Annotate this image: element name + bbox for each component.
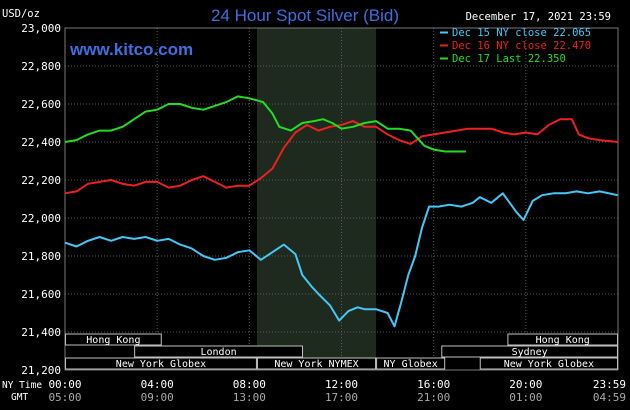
y-tick-label: 22,400	[21, 136, 61, 149]
gmt-row-label: GMT	[11, 392, 28, 403]
watermark: www.kitco.com	[69, 40, 193, 59]
x-tick-label-ny: 12:00	[325, 378, 358, 391]
grid-lines	[64, 27, 619, 371]
series-line-2	[64, 95, 466, 153]
x-tick-label-gmt: 04:59	[593, 391, 626, 404]
session-new-york-nymex: New York NYMEX	[256, 357, 377, 370]
legend-entry: Dec 16 NY close 22.470	[452, 40, 591, 52]
y-tick-label: 21,400	[21, 326, 61, 339]
legend-entry: Dec 17 Last 22.350	[452, 53, 566, 65]
x-tick-label-gmt: 09:00	[141, 391, 174, 404]
session-hong-kong: Hong Kong	[507, 333, 618, 346]
price-series	[64, 95, 619, 328]
y-tick-label: 23,000	[21, 22, 61, 35]
x-tick-label-ny: 16:00	[417, 378, 450, 391]
y-tick-label: 21,600	[21, 288, 61, 301]
session-label: Hong Kong	[536, 335, 590, 346]
y-tick-label: 22,600	[21, 98, 61, 111]
x-tick-label-gmt: 13:00	[233, 391, 266, 404]
session-label: London	[201, 347, 237, 358]
y-tick-label: 21,200	[21, 364, 61, 377]
session-london: London	[134, 345, 304, 358]
session-box	[134, 345, 304, 358]
y-axis-label: USD/oz	[2, 8, 40, 20]
session-box	[441, 345, 618, 358]
series-line-0	[64, 190, 619, 328]
plot-frame	[64, 27, 619, 371]
x-tick-label-ny: 00:00	[48, 378, 81, 391]
chart-title: 24 Hour Spot Silver (Bid)	[211, 6, 399, 25]
y-tick-label: 22,200	[21, 174, 61, 187]
chart-date: December 17, 2021 23:59	[466, 11, 611, 23]
x-tick-label-ny: 20:00	[509, 378, 542, 391]
y-tick-label: 22,800	[21, 60, 61, 73]
session-box	[507, 333, 618, 346]
session-label: New York Globex	[504, 359, 594, 370]
x-tick-label-gmt: 21:00	[417, 391, 450, 404]
y-tick-label: 21,800	[21, 250, 61, 263]
y-tick-label: 22,000	[21, 212, 61, 225]
y-axis-ticks: 21,200 21,400 21,600 21,800 22,000 22,200 22,4…	[21, 22, 61, 377]
session-label: Sydney	[512, 347, 548, 358]
session-new-york-globex: New York Globex	[65, 357, 257, 370]
x-tick-label-gmt: 17:00	[325, 391, 358, 404]
session-box	[479, 357, 618, 370]
x-tick-label-ny: 08:00	[233, 378, 266, 391]
x-tick-label-ny: 23:59	[593, 378, 626, 391]
series-line-1	[64, 118, 618, 195]
legend-entry: Dec 15 NY close 22.065	[452, 27, 591, 39]
session-label: New York NYMEX	[274, 359, 358, 370]
session-box	[65, 357, 257, 370]
session-sydney: Sydney	[441, 345, 618, 358]
session-hong-kong: Hong Kong	[65, 333, 162, 346]
ny-time-row-label: NY Time	[2, 380, 42, 391]
session-box	[65, 333, 162, 346]
session-label: New York Globex	[116, 359, 206, 370]
session-box	[376, 357, 446, 370]
x-tick-label-ny: 04:00	[141, 378, 174, 391]
nymex-session-shade	[256, 28, 377, 370]
session-box	[256, 357, 377, 370]
x-tick-label-gmt: 01:00	[509, 391, 542, 404]
session-label: Hong Kong	[86, 335, 140, 346]
session-ny-globex: NY Globex	[376, 357, 446, 370]
session-new-york-globex: New York Globex	[479, 357, 618, 370]
session-label: NY Globex	[384, 359, 438, 370]
x-tick-label-gmt: 05:00	[48, 391, 81, 404]
